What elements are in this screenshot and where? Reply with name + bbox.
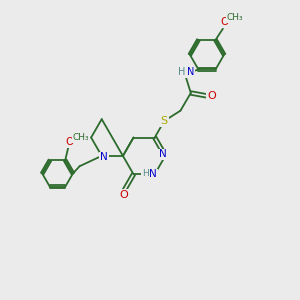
Text: H: H (178, 68, 185, 77)
Text: CH₃: CH₃ (227, 13, 244, 22)
Text: S: S (161, 116, 168, 126)
Text: N: N (159, 149, 167, 159)
Text: O: O (65, 137, 74, 147)
Text: CH₃: CH₃ (72, 133, 89, 142)
Text: N: N (149, 169, 157, 179)
Text: O: O (207, 91, 216, 101)
Text: O: O (120, 190, 128, 200)
Text: N: N (187, 68, 194, 77)
Text: N: N (100, 152, 108, 162)
Text: H: H (142, 169, 149, 178)
Text: O: O (220, 17, 229, 27)
